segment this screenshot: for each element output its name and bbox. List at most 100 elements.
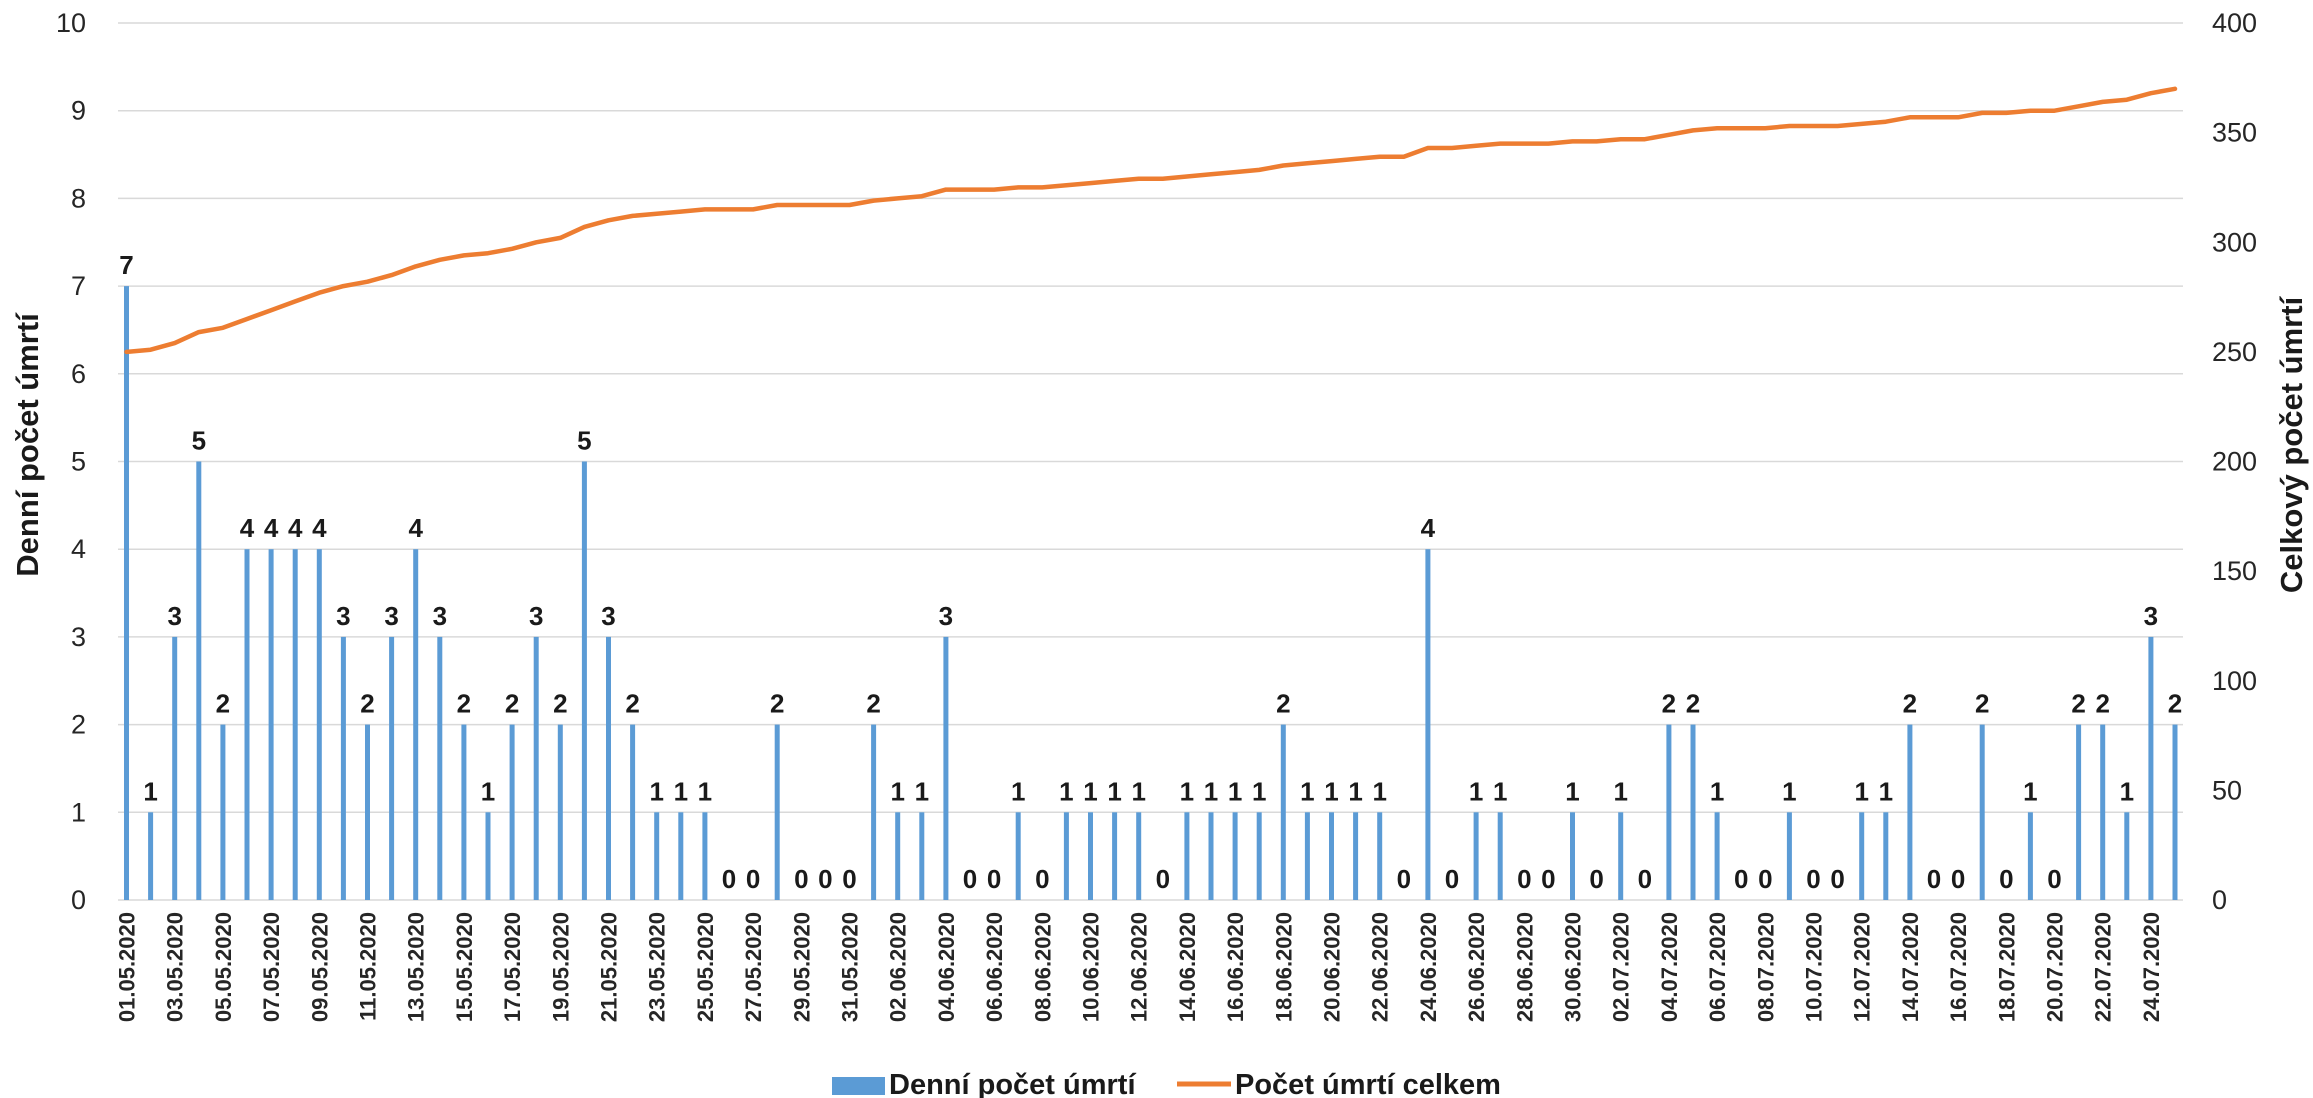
bar-data-label: 0: [1927, 864, 1941, 894]
bar: [1232, 812, 1238, 900]
gridlines: [118, 22, 2183, 901]
bar-data-label: 1: [1854, 776, 1868, 806]
right-tick-label: 100: [2212, 666, 2257, 696]
bar-data-label: 1: [1879, 776, 1893, 806]
bar-data-label: 5: [192, 426, 206, 456]
x-tick-label: 08.06.2020: [1030, 912, 1055, 1022]
x-tick-label: 07.05.2020: [259, 912, 284, 1022]
x-tick-label: 31.05.2020: [838, 912, 863, 1022]
x-tick-label: 13.05.2020: [404, 912, 429, 1022]
bar: [1473, 812, 1479, 900]
bar-data-label: 4: [288, 513, 303, 543]
bar-data-label: 2: [2071, 689, 2085, 719]
bar-data-label: 1: [1372, 776, 1386, 806]
bar: [365, 724, 370, 900]
bar: [292, 549, 298, 900]
bar: [871, 724, 877, 900]
x-tick-label: 09.05.2020: [307, 912, 332, 1022]
x-tick-label: 16.07.2020: [1946, 912, 1971, 1022]
bar: [2076, 724, 2082, 900]
bar-data-label: 1: [1300, 776, 1314, 806]
bar-data-label: 2: [1276, 689, 1290, 719]
right-tick-label: 0: [2212, 885, 2227, 915]
left-tick-label: 0: [71, 885, 86, 915]
bar: [1208, 812, 1214, 900]
x-tick-label: 04.06.2020: [934, 912, 959, 1022]
bar-data-label: 1: [2120, 776, 2134, 806]
x-tick-label: 02.06.2020: [886, 912, 911, 1022]
bar: [509, 724, 515, 900]
bar: [1690, 724, 1696, 900]
x-tick-label: 17.05.2020: [500, 912, 525, 1022]
bar-data-label: 5: [577, 426, 591, 456]
x-tick-label: 24.06.2020: [1416, 912, 1441, 1022]
bar-data-label: 1: [1107, 776, 1121, 806]
bar: [461, 724, 467, 900]
left-tick-label: 4: [71, 534, 86, 564]
x-tick-label: 06.07.2020: [1705, 912, 1730, 1022]
bar-data-label: 0: [1589, 864, 1603, 894]
bar-data-label: 0: [1035, 864, 1049, 894]
left-axis-ticks: 0 1 2 3 4 5 6 7 8 9 10: [56, 8, 86, 915]
x-tick-label: 27.05.2020: [741, 912, 766, 1022]
bar-data-label: 1: [1469, 776, 1483, 806]
bar-data-label: 1: [1180, 776, 1194, 806]
x-axis-ticks: 01.05.2020 03.05.2020 05.05.2020 07.05.2020…: [115, 912, 2164, 1022]
bar-data-label: 2: [1686, 689, 1700, 719]
x-tick-label: 22.07.2020: [2091, 912, 2116, 1022]
left-tick-label: 2: [71, 710, 86, 740]
right-tick-label: 50: [2212, 775, 2242, 805]
bar: [581, 461, 587, 900]
x-tick-label: 10.07.2020: [1802, 912, 1827, 1022]
legend-line-label: Počet úmrtí celkem: [1235, 1069, 1501, 1098]
bar-data-label: 2: [625, 689, 639, 719]
bar: [1353, 812, 1359, 900]
bar: [1377, 812, 1383, 900]
left-tick-label: 7: [71, 271, 86, 301]
x-tick-label: 11.05.2020: [356, 912, 381, 1021]
bar: [1304, 812, 1310, 900]
bar: [1088, 812, 1093, 900]
bar-data-label: 1: [2023, 776, 2037, 806]
bar-data-label: 4: [240, 513, 255, 543]
bar-data-label: 1: [890, 776, 904, 806]
bar: [533, 636, 539, 900]
right-tick-label: 250: [2212, 337, 2257, 367]
bar-data-label: 3: [529, 601, 543, 631]
bar-data-label: 2: [1662, 689, 1676, 719]
bar: [943, 636, 949, 900]
bar-data-label: 3: [433, 601, 447, 631]
bar-data-label: 0: [987, 864, 1001, 894]
bar-data-label: 1: [1011, 776, 1025, 806]
bar-data-label: 3: [384, 601, 398, 631]
legend: Denní počet úmrtí Počet úmrtí celkem: [832, 1069, 1501, 1098]
bar-data-label: 0: [842, 864, 856, 894]
bar-data-label: 3: [2144, 601, 2158, 631]
bar-data-label: 0: [1445, 864, 1459, 894]
bar: [340, 636, 346, 900]
bar-data-label: 1: [1252, 776, 1266, 806]
bar-data-label: 0: [746, 864, 760, 894]
bar-data-label: 2: [866, 689, 880, 719]
left-tick-label: 5: [71, 447, 86, 477]
x-tick-label: 16.06.2020: [1223, 912, 1248, 1022]
bar-data-label: 1: [1228, 776, 1242, 806]
bar-data-label: 7: [119, 250, 133, 280]
x-tick-label: 12.06.2020: [1127, 912, 1152, 1022]
bar: [702, 812, 708, 900]
x-tick-label: 22.06.2020: [1368, 912, 1393, 1022]
x-tick-label: 24.07.2020: [2139, 912, 2164, 1022]
bar: [413, 549, 419, 900]
bar-data-label: 0: [1758, 864, 1772, 894]
right-tick-label: 350: [2212, 118, 2257, 148]
bar-data-label: 0: [2047, 864, 2061, 894]
bar: [557, 724, 563, 900]
bar: [316, 549, 322, 900]
bar: [654, 812, 660, 900]
bar-data-label: 1: [1782, 776, 1796, 806]
right-axis-title: Celkový počet úmrtí: [2274, 295, 2309, 593]
bar-data-label: 4: [408, 513, 423, 543]
bar: [2148, 636, 2154, 900]
